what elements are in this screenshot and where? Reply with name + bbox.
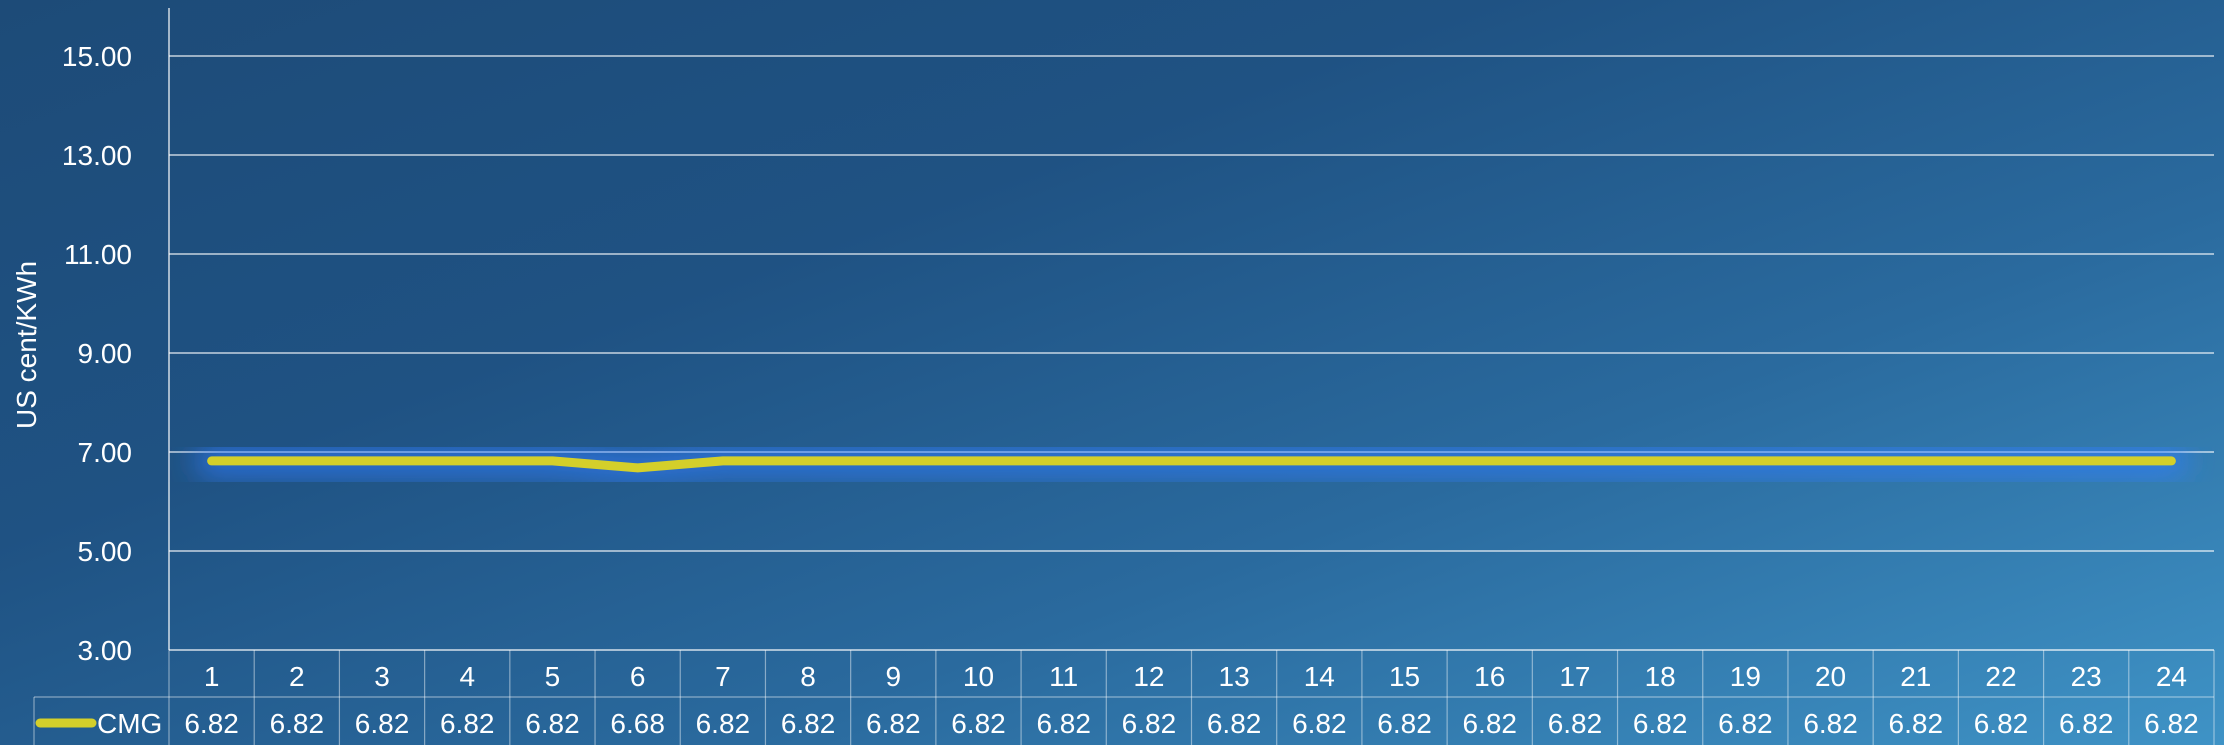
y-tick-label: 11.00 [64, 239, 132, 270]
data-table: 1 2 3 4 5 6 7 8 9 10 11 12 13 14 15 16 17 18 19 20 21 22 23 24C… [33, 649, 2215, 745]
series-line-cmg [207, 456, 2176, 473]
x-tick-label: 13 [1219, 661, 1250, 692]
data-table-value: 6.68 [610, 708, 665, 739]
y-tick-label: 5.00 [78, 536, 133, 567]
data-table-value: 6.82 [1462, 708, 1517, 739]
x-tick-label: 14 [1304, 661, 1335, 692]
data-table-value: 6.82 [525, 708, 580, 739]
x-tick-label: 4 [459, 661, 475, 692]
legend-label: CMG [97, 708, 162, 739]
data-table-value: 6.82 [1974, 708, 2029, 739]
x-tick-label: 5 [545, 661, 561, 692]
data-table-value: 6.82 [184, 708, 239, 739]
y-axis-label: US cent/KWh [11, 261, 42, 429]
data-table-value: 6.82 [1803, 708, 1858, 739]
x-tick-label: 17 [1559, 661, 1590, 692]
data-table-value: 6.82 [696, 708, 751, 739]
x-tick-label: 22 [1985, 661, 2016, 692]
data-table-value: 6.82 [1122, 708, 1177, 739]
y-tick-label: 7.00 [78, 437, 133, 468]
data-table-value: 6.82 [1718, 708, 1773, 739]
x-tick-label: 7 [715, 661, 731, 692]
x-tick-label: 6 [630, 661, 646, 692]
series-layer [194, 443, 2189, 485]
x-tick-label: 15 [1389, 661, 1420, 692]
data-table-value: 6.82 [355, 708, 410, 739]
data-table-value: 6.82 [781, 708, 836, 739]
axes: 3.00 5.00 7.00 9.00 11.00 13.00 15.00 [62, 8, 170, 666]
x-tick-label: 10 [963, 661, 994, 692]
data-table-value: 6.82 [1548, 708, 1603, 739]
data-table-value: 6.82 [270, 708, 325, 739]
x-tick-label: 3 [374, 661, 390, 692]
data-table-value: 6.82 [951, 708, 1006, 739]
data-table-value: 6.82 [2144, 708, 2199, 739]
x-tick-label: 19 [1730, 661, 1761, 692]
x-tick-label: 11 [1049, 661, 1078, 692]
y-tick-label: 15.00 [62, 41, 132, 72]
y-tick-label: 13.00 [62, 140, 132, 171]
x-tick-label: 18 [1645, 661, 1676, 692]
x-tick-label: 8 [800, 661, 816, 692]
x-tick-label: 20 [1815, 661, 1846, 692]
data-table-value: 6.82 [866, 708, 921, 739]
data-table-value: 6.82 [440, 708, 495, 739]
data-table-value: 6.82 [1036, 708, 1091, 739]
y-tick-label: 9.00 [78, 338, 133, 369]
data-table-value: 6.82 [1292, 708, 1347, 739]
x-tick-label: 9 [885, 661, 901, 692]
data-table-value: 6.82 [1889, 708, 1944, 739]
x-tick-label: 2 [289, 661, 305, 692]
x-tick-label: 21 [1900, 661, 1931, 692]
data-table-value: 6.82 [2059, 708, 2114, 739]
data-table-value: 6.82 [1377, 708, 1432, 739]
x-tick-label: 16 [1474, 661, 1505, 692]
x-tick-label: 12 [1133, 661, 1164, 692]
y-tick-label: 3.00 [78, 635, 133, 666]
data-table-value: 6.82 [1207, 708, 1262, 739]
x-tick-label: 23 [2071, 661, 2102, 692]
x-tick-label: 1 [204, 661, 220, 692]
x-tick-label: 24 [2156, 661, 2187, 692]
data-table-value: 6.82 [1633, 708, 1688, 739]
